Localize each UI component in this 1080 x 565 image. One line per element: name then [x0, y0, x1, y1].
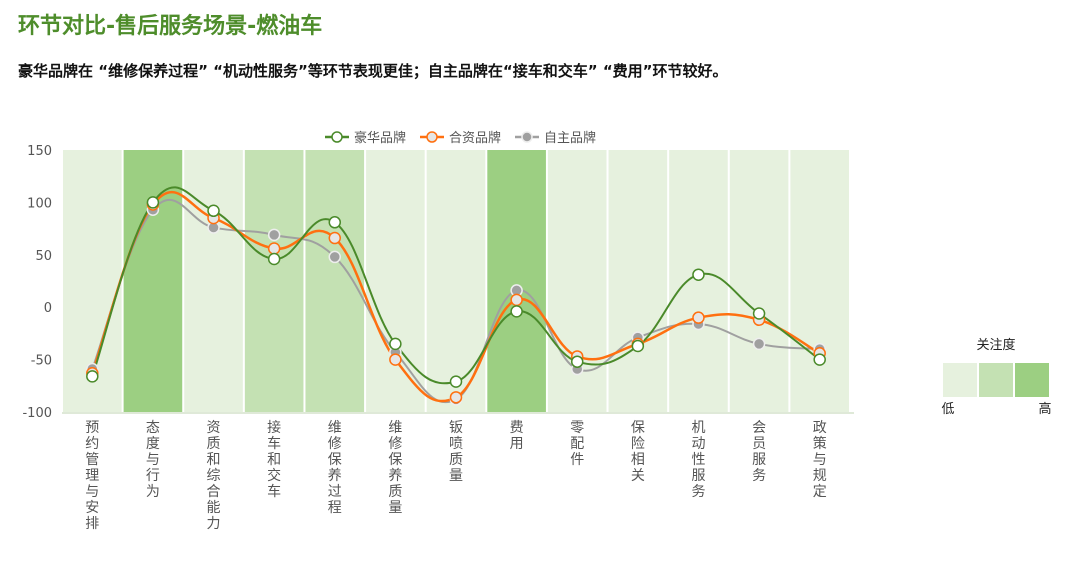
y-tick-label: -50	[31, 354, 52, 369]
legend-marker	[331, 131, 343, 143]
data-point	[328, 216, 342, 229]
data-point	[813, 353, 826, 366]
data-point	[510, 305, 523, 318]
data-point	[86, 370, 99, 383]
data-point	[328, 250, 342, 264]
data-point	[570, 355, 584, 368]
x-tick-label: 零配件	[570, 420, 584, 468]
page-subtitle: 豪华品牌在 “维修保养过程” “机动性服务”等环节表现更佳；自主品牌在“接车和交…	[18, 62, 728, 80]
data-point	[449, 391, 463, 404]
y-tick-label: 100	[27, 196, 52, 211]
y-tick-label: 150	[27, 144, 52, 159]
attention-band	[366, 150, 425, 412]
data-point	[752, 337, 766, 351]
page-title: 环节对比-售后服务场景-燃油车	[18, 14, 323, 39]
series-line-0	[91, 186, 821, 385]
x-tick-label: 维修保养过程	[328, 420, 342, 516]
data-point	[510, 293, 523, 307]
data-point	[449, 375, 463, 388]
legend-marker	[426, 131, 438, 143]
attention-band	[244, 150, 304, 412]
attention-band	[487, 150, 546, 412]
attention-band	[790, 150, 849, 412]
data-point	[631, 339, 645, 353]
attention-legend-swatch	[979, 363, 1013, 397]
attention-legend-swatch	[1015, 363, 1049, 397]
x-tick-label: 预约管理与安排	[85, 420, 99, 532]
x-tick-label: 政策与规定	[813, 420, 827, 500]
y-tick-label: -100	[22, 406, 52, 421]
x-tick-label: 机动性服务	[691, 420, 705, 500]
data-point	[328, 231, 342, 245]
attention-band	[426, 150, 486, 412]
x-tick-label: 维修保养质量	[388, 420, 402, 516]
attention-band	[123, 150, 183, 412]
x-tick-label: 保险相关	[631, 420, 645, 484]
x-tick-label: 费用	[510, 420, 524, 452]
attention-legend-low: 低	[941, 402, 954, 417]
attention-band	[305, 150, 365, 412]
attention-band	[729, 150, 789, 412]
attention-legend-swatch	[943, 363, 977, 397]
data-point	[207, 204, 220, 218]
x-tick-label: 接车和交车	[267, 419, 281, 500]
data-point	[692, 268, 705, 281]
data-point	[389, 337, 402, 351]
data-point	[146, 196, 160, 209]
y-tick-label: 50	[35, 249, 52, 264]
data-point	[267, 228, 281, 242]
attention-legend-high: 高	[1038, 401, 1051, 417]
x-tick-label: 资质和综合能力	[207, 420, 221, 532]
legend-label: 自主品牌	[544, 130, 596, 146]
attention-band	[184, 150, 243, 412]
data-point	[752, 307, 766, 320]
data-point	[267, 252, 281, 266]
legend-marker	[521, 131, 533, 143]
legend-label: 豪华品牌	[354, 130, 406, 146]
series-line-1	[91, 190, 821, 403]
x-tick-label: 会员服务	[752, 420, 766, 484]
x-tick-label: 钣喷质量	[449, 420, 463, 484]
data-point	[267, 242, 281, 255]
attention-band	[669, 150, 728, 412]
attention-legend-title: 关注度	[976, 337, 1015, 353]
attention-band	[608, 150, 668, 412]
x-tick-label: 态度与行为	[146, 420, 160, 500]
data-point	[389, 353, 402, 366]
data-point	[692, 311, 705, 324]
y-tick-label: 0	[44, 301, 52, 316]
legend-label: 合资品牌	[449, 130, 501, 146]
